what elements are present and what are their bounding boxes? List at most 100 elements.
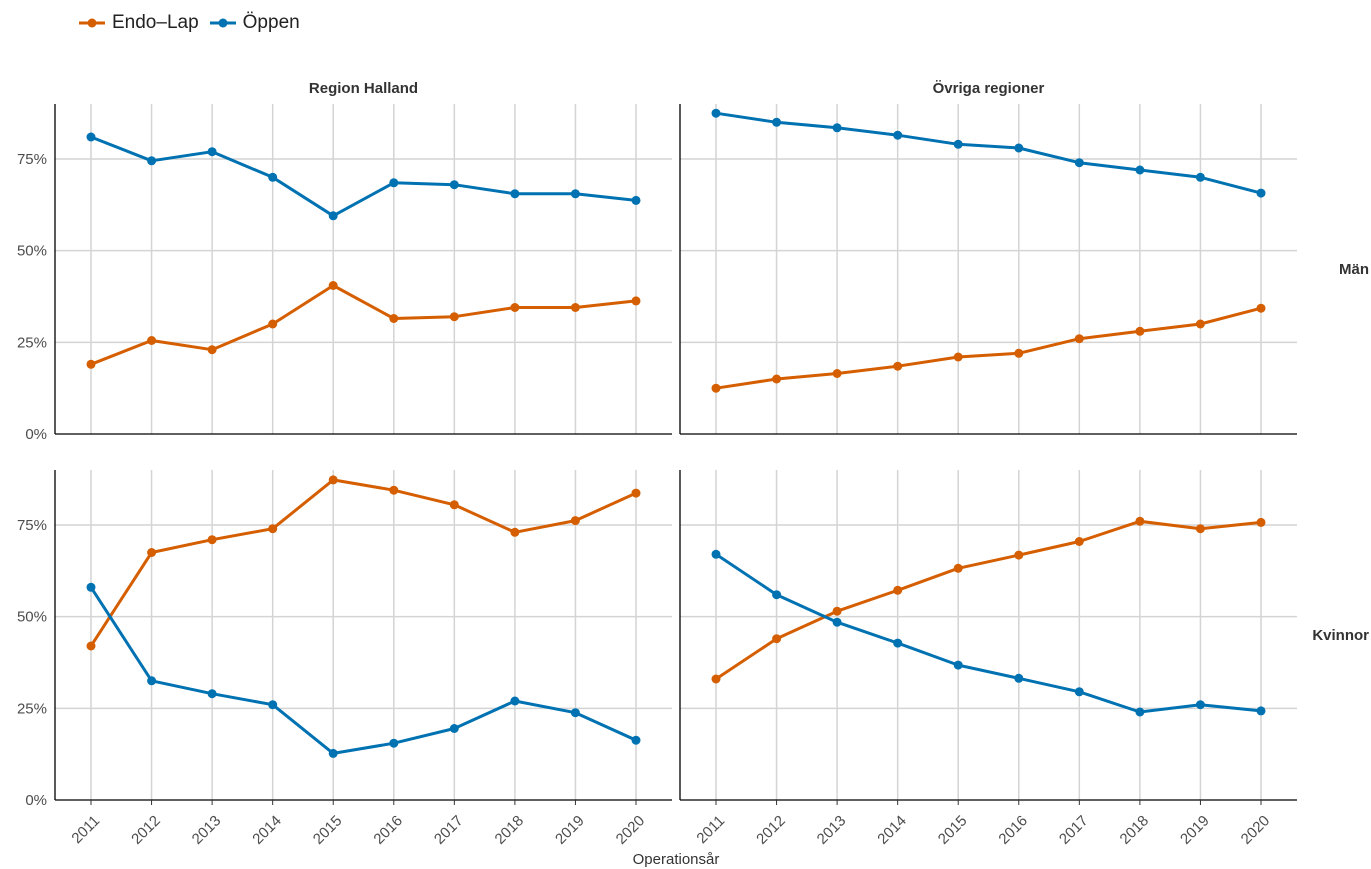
data-point-endo-lap-2014 (893, 585, 903, 595)
data-point-endo-lap-2011 (86, 641, 96, 651)
data-point-endo-lap-2016 (389, 314, 399, 323)
x-tick-label-2020: 2020 (1238, 812, 1274, 848)
x-tick-label-2014: 2014 (874, 812, 910, 848)
series-line-ppen (90, 135, 637, 218)
y-tick-label: 50% (17, 609, 47, 626)
data-point-ppen-2020 (1256, 188, 1266, 198)
data-point-ppen-2011 (711, 549, 721, 559)
data-point-ppen-2016 (389, 178, 399, 188)
data-point-endo-lap-2020 (1256, 517, 1266, 527)
x-tick-label-2018: 2018 (492, 812, 528, 848)
y-tick-label: 75% (17, 151, 47, 168)
x-tick-label-2012: 2012 (128, 812, 164, 848)
data-point-endo-lap-2016 (1014, 348, 1024, 358)
x-tick-label-2019: 2019 (1177, 812, 1213, 848)
data-point-endo-lap-2011 (711, 674, 721, 684)
series-line-endo-lap (90, 284, 637, 366)
data-point-ppen-2014 (893, 638, 903, 648)
x-tick-label-2015: 2015 (935, 812, 971, 848)
data-point-endo-lap-2011 (86, 359, 96, 369)
y-tick-label: 0% (25, 426, 47, 443)
data-point-ppen-2011 (86, 132, 96, 142)
x-tick-label-2014: 2014 (249, 812, 285, 848)
data-point-endo-lap-2015 (953, 563, 963, 573)
facet-column-label-vriga-regioner: Övriga regioner (933, 80, 1045, 97)
y-tick-label: 75% (17, 517, 47, 534)
data-point-endo-lap-2020 (631, 296, 641, 306)
data-point-endo-lap-2015 (953, 352, 963, 362)
data-point-endo-lap-2016 (389, 485, 399, 495)
y-tick-label: 50% (17, 243, 47, 260)
data-point-endo-lap-2019 (1195, 319, 1205, 329)
x-tick-label-2013: 2013 (189, 812, 225, 848)
data-point-endo-lap-2015 (328, 475, 338, 485)
data-point-ppen-2013 (207, 147, 217, 157)
x-tick-label-2020: 2020 (613, 812, 649, 848)
series-line-endo-lap (89, 478, 637, 647)
data-point-endo-lap-2012 (147, 548, 157, 557)
data-point-endo-lap-2017 (1074, 537, 1084, 546)
data-point-endo-lap-2015 (328, 281, 338, 290)
x-tick-label-2012: 2012 (753, 812, 789, 848)
data-point-ppen-2017 (1074, 158, 1084, 168)
data-point-ppen-2014 (268, 172, 278, 182)
data-point-endo-lap-2020 (1256, 303, 1266, 313)
legend-item-oppen: Öppen (209, 12, 300, 34)
data-point-ppen-2014 (268, 700, 278, 710)
data-point-ppen-2018 (510, 189, 520, 199)
x-tick-label-2016: 2016 (370, 812, 406, 848)
series-line-endo-lap (715, 306, 1262, 390)
series-line-ppen (715, 111, 1262, 195)
data-point-endo-lap-2014 (268, 524, 278, 534)
data-point-endo-lap-2019 (1195, 524, 1205, 534)
data-point-endo-lap-2018 (510, 527, 520, 537)
data-point-ppen-2017 (449, 724, 459, 733)
data-point-endo-lap-2019 (570, 303, 580, 312)
x-tick-label-2019: 2019 (552, 812, 588, 848)
series-line-endo-lap (715, 519, 1262, 681)
data-point-endo-lap-2016 (1014, 550, 1024, 560)
data-point-ppen-2012 (772, 590, 782, 600)
x-axis-title: Operationsår (633, 851, 720, 868)
data-point-ppen-2018 (510, 696, 520, 706)
data-point-ppen-2012 (147, 676, 157, 686)
data-point-ppen-2011 (711, 108, 721, 118)
data-point-ppen-2012 (772, 117, 782, 127)
facet-column-label-region-halland: Region Halland (309, 80, 418, 97)
data-point-ppen-2015 (328, 211, 338, 221)
data-point-ppen-2017 (1074, 687, 1084, 697)
data-point-ppen-2019 (1195, 700, 1205, 710)
data-point-endo-lap-2017 (449, 500, 459, 510)
data-point-ppen-2020 (1256, 706, 1266, 716)
x-tick-label-2017: 2017 (1056, 812, 1092, 848)
data-point-ppen-2016 (1014, 673, 1024, 683)
data-point-ppen-2013 (207, 689, 217, 699)
data-point-ppen-2017 (449, 180, 459, 190)
data-point-endo-lap-2012 (147, 336, 157, 345)
data-point-ppen-2013 (832, 123, 842, 133)
legend-label-oppen: Öppen (242, 12, 300, 33)
facet-row-label-m-n: Män (1339, 261, 1369, 278)
data-point-ppen-2018 (1135, 707, 1145, 717)
data-point-ppen-2014 (893, 130, 903, 140)
y-tick-label: 25% (17, 700, 47, 717)
x-tick-label-2011: 2011 (68, 812, 103, 847)
data-point-endo-lap-2013 (832, 606, 842, 616)
x-tick-label-2013: 2013 (814, 812, 850, 848)
data-point-endo-lap-2013 (207, 535, 217, 545)
legend-key-oppen (209, 18, 236, 28)
data-point-endo-lap-2018 (510, 303, 520, 312)
legend-label-endo-lap: Endo–Lap (112, 12, 199, 33)
legend: Endo–Lap Öppen (78, 12, 300, 34)
facet-row-label-kvinnor: Kvinnor (1312, 627, 1369, 644)
data-point-ppen-2013 (832, 617, 842, 627)
legend-key-endo-lap (79, 18, 105, 28)
data-point-ppen-2015 (953, 139, 963, 149)
data-point-endo-lap-2019 (570, 516, 580, 526)
data-point-ppen-2011 (86, 582, 96, 592)
data-point-endo-lap-2017 (1074, 334, 1084, 344)
data-point-endo-lap-2018 (1135, 516, 1145, 526)
data-point-endo-lap-2014 (268, 319, 278, 329)
x-tick-label-2011: 2011 (693, 812, 728, 847)
data-point-endo-lap-2012 (772, 634, 782, 644)
